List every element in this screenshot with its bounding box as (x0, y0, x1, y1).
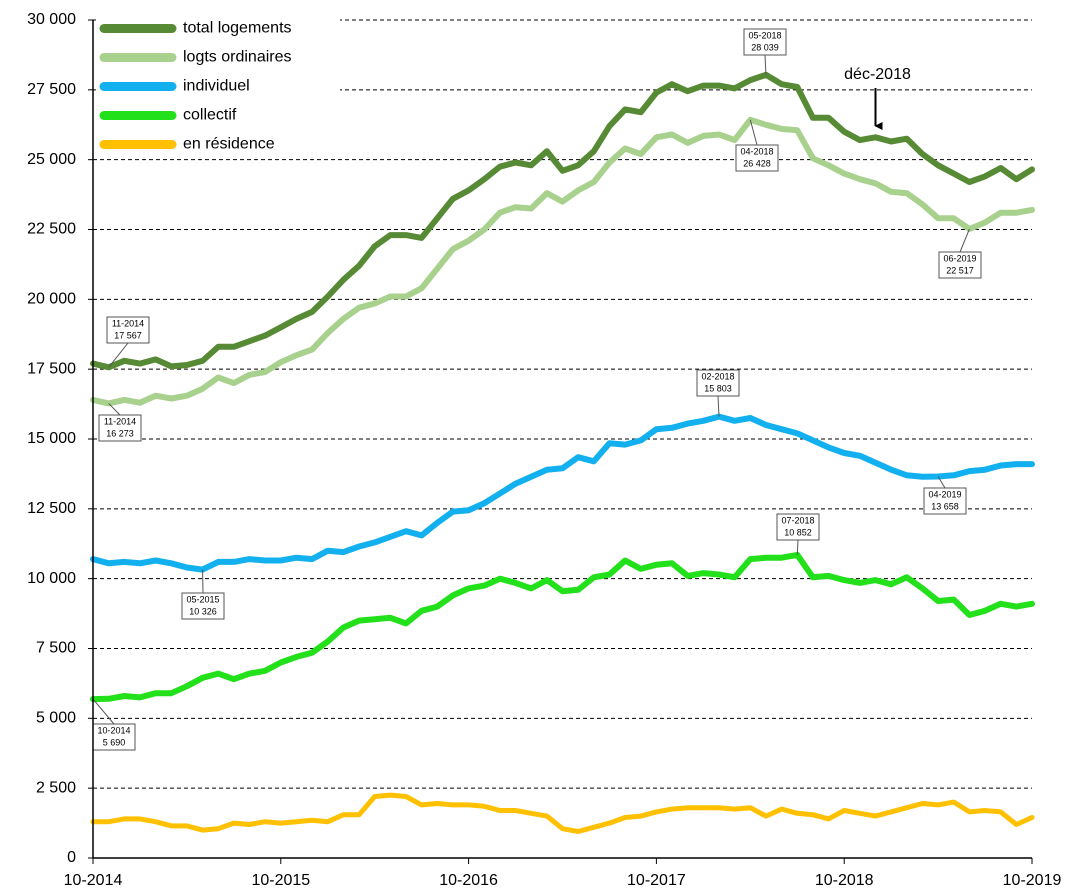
callout-date: 11-2014 (112, 318, 144, 328)
x-tick-label: 10-2018 (815, 872, 874, 889)
y-tick-label: 20 000 (27, 291, 76, 308)
callout-date: 10-2014 (97, 725, 130, 735)
callout-box (98, 414, 142, 442)
callout-pointer (108, 403, 121, 416)
callout-date: 04-2018 (740, 146, 773, 156)
y-tick-label: 25 000 (27, 151, 76, 168)
callout-pointer (749, 119, 758, 146)
callout-value: 26 428 (743, 158, 771, 168)
legend-label: total logements (183, 20, 292, 37)
callout-value: 5 690 (103, 737, 126, 747)
callout-box (938, 251, 982, 279)
y-tick-label: 2 500 (36, 779, 76, 796)
callout-value: 22 517 (946, 265, 974, 275)
x-tick-label: 10-2014 (64, 872, 123, 889)
callout-value: 10 326 (189, 606, 217, 616)
legend-label: collectif (183, 107, 237, 124)
y-tick-label: 7 500 (36, 640, 76, 657)
callout-value: 17 567 (114, 330, 142, 340)
series-line (90, 792, 1035, 834)
callout-date: 02-2018 (701, 371, 734, 381)
y-tick-label: 12 500 (27, 500, 76, 517)
callout-pointer (717, 395, 720, 417)
y-tick-label: 17 500 (27, 360, 76, 377)
legend-label: en résidence (183, 136, 275, 153)
callout-pointer (796, 539, 799, 555)
arrow-note: déc-2018 (844, 66, 911, 83)
y-tick-label: 22 500 (27, 221, 76, 238)
callout-date: 07-2018 (781, 515, 814, 525)
callout-date: 05-2015 (186, 594, 219, 604)
axes: 0 2 500 5 000 7 500 10 000 12 500 15 000 17 500… (27, 11, 1061, 889)
y-tick-label: 30 000 (27, 11, 76, 28)
callout-date: 04-2019 (928, 489, 961, 499)
y-tick-label: 0 (67, 849, 76, 866)
callout-date: 11-2014 (104, 416, 136, 426)
y-tick-label: 10 000 (27, 570, 76, 587)
grid (93, 19, 1032, 789)
legend-label: logts ordinaires (183, 49, 292, 66)
callout-pointer (959, 228, 970, 253)
callout-pointer (108, 342, 129, 368)
callout-box (696, 369, 740, 397)
callout-value: 16 273 (106, 428, 134, 438)
callout-pointer (937, 476, 946, 489)
lines (90, 71, 1035, 834)
callout-value: 13 658 (931, 501, 959, 511)
callout-pointer (92, 698, 115, 725)
x-tick-label: 10-2017 (627, 872, 686, 889)
series-line (90, 71, 1035, 371)
callout-box (735, 144, 779, 172)
callout-box (776, 513, 820, 541)
callout-box (743, 28, 787, 56)
series-line (90, 116, 1035, 407)
x-tick-label: 10-2019 (1003, 872, 1062, 889)
callout-value: 28 039 (751, 42, 779, 52)
legend: total logements logts ordinaires individue… (96, 12, 340, 159)
y-tick-label: 5 000 (36, 710, 76, 727)
x-tick-label: 10-2015 (251, 872, 310, 889)
y-tick-label: 27 500 (27, 81, 76, 98)
y-tick-label: 15 000 (27, 430, 76, 447)
callout-box (923, 487, 967, 515)
series-line (90, 413, 1035, 573)
callout-date: 05-2018 (748, 30, 781, 40)
callout-value: 15 803 (704, 383, 732, 393)
series-line (90, 551, 1035, 703)
callout-date: 06-2019 (943, 253, 976, 263)
x-tick-label: 10-2016 (439, 872, 498, 889)
callout-box (106, 316, 150, 344)
annotations: 11-2014 17 567 11-2014 16 273 05-2015 10 326 1… (92, 28, 982, 751)
callout-box (92, 723, 136, 751)
callout-pointer (764, 54, 767, 75)
callout-box (181, 592, 225, 620)
legend-label: individuel (183, 78, 250, 95)
callout-value: 10 852 (784, 527, 812, 537)
